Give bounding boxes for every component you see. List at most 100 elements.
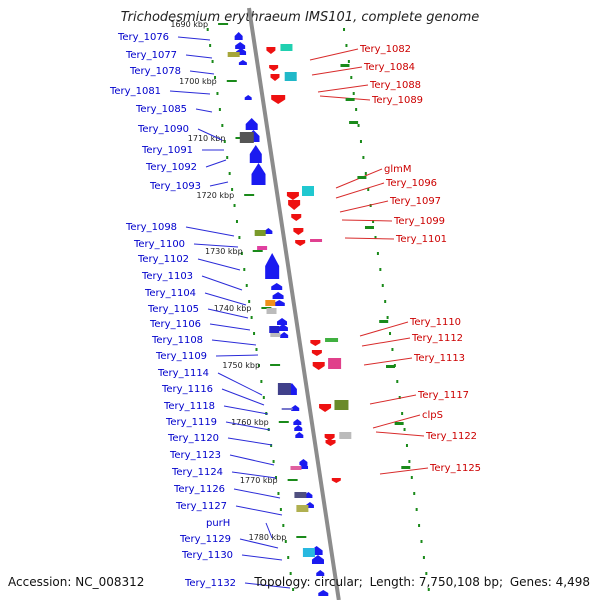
- forward-gene-arrow[interactable]: [316, 570, 325, 576]
- reverse-gene-arrow[interactable]: [324, 434, 335, 441]
- reverse-gene-arrow[interactable]: [269, 65, 279, 71]
- reverse-gene-arrow[interactable]: [311, 350, 322, 356]
- gene-label-tery_1113[interactable]: Tery_1113: [413, 353, 465, 364]
- gene-label-tery_1120[interactable]: Tery_1120: [167, 433, 219, 444]
- gene-label-tery_1106[interactable]: Tery_1106: [149, 319, 201, 330]
- reverse-gene-arrow[interactable]: [271, 95, 286, 104]
- gene-label-tery_1105[interactable]: Tery_1105: [147, 304, 199, 315]
- forward-feature-block[interactable]: [294, 492, 307, 498]
- forward-gene-arrow[interactable]: [277, 318, 288, 325]
- reverse-feature-block[interactable]: [334, 400, 349, 410]
- gene-label-glmm[interactable]: glmM: [384, 164, 412, 175]
- forward-feature-block[interactable]: [296, 505, 309, 512]
- forward-gene-arrow[interactable]: [295, 432, 304, 438]
- forward-feature-block[interactable]: [239, 132, 254, 143]
- reverse-gene-arrow[interactable]: [319, 404, 332, 412]
- forward-gene-arrow[interactable]: [234, 32, 243, 40]
- forward-gene-arrow[interactable]: [293, 419, 302, 425]
- gene-label-tery_1076[interactable]: Tery_1076: [117, 32, 169, 43]
- reverse-feature-block[interactable]: [325, 338, 339, 342]
- gene-label-tery_1114[interactable]: Tery_1114: [157, 368, 209, 379]
- reverse-gene-arrow[interactable]: [291, 214, 302, 221]
- reverse-gene-arrow[interactable]: [293, 228, 304, 235]
- gene-label-tery_1081[interactable]: Tery_1081: [109, 86, 161, 97]
- forward-gene-arrow[interactable]: [245, 118, 258, 130]
- reverse-feature-block[interactable]: [280, 44, 293, 51]
- forward-gene-arrow[interactable]: [299, 459, 308, 465]
- reverse-feature-block[interactable]: [302, 186, 315, 196]
- gene-label-tery_1093[interactable]: Tery_1093: [149, 181, 201, 192]
- forward-feature-block[interactable]: [270, 333, 281, 337]
- forward-gene-arrow[interactable]: [244, 95, 252, 100]
- reverse-gene-arrow[interactable]: [266, 47, 276, 54]
- gene-label-tery_1123[interactable]: Tery_1123: [169, 450, 221, 461]
- reverse-gene-arrow[interactable]: [288, 200, 301, 210]
- forward-gene-arrow[interactable]: [271, 283, 283, 290]
- gene-label-tery_1126[interactable]: Tery_1126: [173, 484, 225, 495]
- gene-label-tery_1089[interactable]: Tery_1089: [371, 95, 423, 106]
- gene-label-tery_1117[interactable]: Tery_1117: [417, 390, 469, 401]
- reverse-gene-arrow[interactable]: [295, 240, 306, 246]
- reverse-feature-block[interactable]: [310, 239, 323, 242]
- gene-label-tery_1084[interactable]: Tery_1084: [363, 62, 415, 73]
- gene-label-tery_1124[interactable]: Tery_1124: [171, 467, 223, 478]
- reverse-gene-arrow[interactable]: [286, 192, 299, 200]
- gene-label-tery_1119[interactable]: Tery_1119: [165, 417, 217, 428]
- gene-label-tery_1090[interactable]: Tery_1090: [137, 124, 189, 135]
- gene-label-clps[interactable]: clpS: [422, 410, 443, 421]
- reverse-feature-block[interactable]: [339, 432, 352, 439]
- gene-label-tery_1099[interactable]: Tery_1099: [393, 216, 445, 227]
- forward-feature-block[interactable]: [227, 52, 240, 57]
- gene-label-tery_1096[interactable]: Tery_1096: [385, 178, 437, 189]
- gene-label-tery_1108[interactable]: Tery_1108: [151, 335, 203, 346]
- forward-feature-block[interactable]: [266, 308, 277, 314]
- gene-label-tery_1127[interactable]: Tery_1127: [175, 501, 227, 512]
- forward-gene-arrow[interactable]: [318, 590, 329, 596]
- forward-gene-arrow[interactable]: [238, 60, 247, 65]
- forward-gene-arrow[interactable]: [294, 425, 303, 431]
- forward-feature-block[interactable]: [281, 408, 293, 410]
- gene-label-tery_1122[interactable]: Tery_1122: [425, 431, 477, 442]
- gene-label-tery_1097[interactable]: Tery_1097: [389, 196, 441, 207]
- forward-feature-block[interactable]: [290, 466, 302, 470]
- reverse-gene-arrow[interactable]: [312, 362, 325, 370]
- gene-label-tery_1098[interactable]: Tery_1098: [125, 222, 177, 233]
- forward-feature-block[interactable]: [257, 246, 268, 250]
- reverse-feature-block[interactable]: [284, 72, 297, 81]
- forward-feature-block[interactable]: [265, 300, 276, 306]
- reverse-gene-arrow[interactable]: [331, 478, 341, 483]
- reverse-gene-arrow[interactable]: [270, 74, 280, 81]
- gene-label-tery_1132[interactable]: Tery_1132: [184, 578, 236, 589]
- gene-label-tery_1077[interactable]: Tery_1077: [125, 50, 177, 61]
- forward-gene-arrow[interactable]: [249, 145, 262, 163]
- gene-label-tery_1092[interactable]: Tery_1092: [145, 162, 197, 173]
- reverse-gene-arrow[interactable]: [325, 440, 336, 446]
- gene-label-tery_1091[interactable]: Tery_1091: [141, 145, 193, 156]
- forward-gene-arrow[interactable]: [300, 463, 309, 469]
- gene-label-tery_1129[interactable]: Tery_1129: [179, 534, 231, 545]
- forward-feature-block[interactable]: [277, 383, 291, 395]
- gene-label-tery_1100[interactable]: Tery_1100: [133, 239, 185, 250]
- forward-gene-arrow[interactable]: [311, 555, 324, 564]
- forward-gene-arrow[interactable]: [273, 300, 285, 306]
- gene-label-tery_1118[interactable]: Tery_1118: [163, 401, 215, 412]
- gene-label-tery_1125[interactable]: Tery_1125: [429, 463, 481, 474]
- forward-gene-arrow[interactable]: [264, 228, 273, 234]
- forward-gene-arrow[interactable]: [280, 332, 289, 338]
- gene-label-tery_1078[interactable]: Tery_1078: [129, 66, 181, 77]
- gene-label-tery_1101[interactable]: Tery_1101: [395, 234, 447, 245]
- gene-label-purh[interactable]: purH: [206, 518, 230, 529]
- forward-gene-arrow[interactable]: [251, 163, 266, 185]
- gene-label-tery_1102[interactable]: Tery_1102: [137, 254, 189, 265]
- forward-gene-arrow[interactable]: [235, 42, 246, 49]
- forward-gene-arrow[interactable]: [291, 405, 300, 411]
- forward-feature-block[interactable]: [302, 548, 315, 557]
- reverse-gene-arrow[interactable]: [310, 340, 321, 346]
- gene-label-tery_1104[interactable]: Tery_1104: [144, 288, 196, 299]
- gene-label-tery_1082[interactable]: Tery_1082: [359, 44, 411, 55]
- gene-label-tery_1130[interactable]: Tery_1130: [181, 550, 233, 561]
- gene-label-tery_1109[interactable]: Tery_1109: [155, 351, 207, 362]
- forward-feature-block[interactable]: [269, 326, 280, 333]
